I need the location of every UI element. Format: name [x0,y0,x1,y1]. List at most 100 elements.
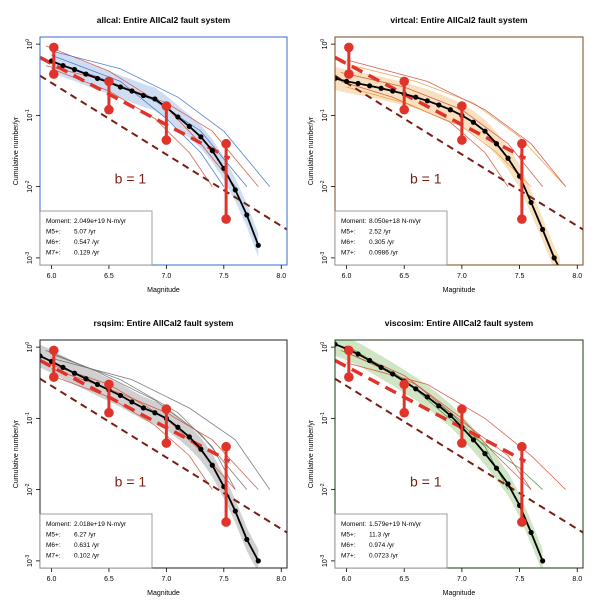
stats-value: 2.52 /yr [369,229,392,236]
mean-point [505,481,511,487]
chart-panel-1: 6.0 6.5 7.0 7.5 8.0 100 10-1 10-2 10-3 virtcal: E… [308,15,584,294]
obs-bar-low [48,69,59,79]
mean-point [71,66,78,73]
mean-point [94,75,101,82]
x-axis-label: Magnitude [443,287,476,294]
sim-curve [340,81,509,187]
mean-point [129,399,135,405]
mean-point [232,187,238,193]
sim-curve [51,357,271,490]
mean-point [60,364,66,370]
stats-value: 0.305 /yr [369,239,395,246]
stats-value: 6.27 /yr [74,532,97,539]
sim-curve [51,68,213,187]
obs-bar-low [161,135,172,145]
mean-point [198,134,204,140]
mean-point [528,199,534,206]
stats-value: 0.0723 /yr [369,553,399,560]
obs-bar-low [457,438,467,448]
y-axis-label: Cumulative number/yr [13,419,20,488]
obs-bar-high [161,404,172,414]
mean-point [447,412,453,419]
obs-bar-high [104,76,114,87]
mean-point [232,508,238,514]
x-tick-label: 8.0 [276,576,286,583]
stats-label: Moment: [341,521,366,528]
obs-bar-low [344,372,354,382]
stats-value: 0.0986 /yr [369,250,399,257]
sim-curve [346,362,566,490]
x-tick-label: 6.5 [399,273,409,280]
stats-value: 8.050e+18 N-m/yr [369,218,422,225]
obs-bar-low [104,104,114,115]
mean-point [557,266,562,271]
obs-bar-low [457,135,467,145]
x-tick-label: 8.0 [572,273,582,280]
x-tick-label: 7.5 [515,273,525,280]
obs-bar-high [344,345,354,356]
stats-value: 0.547 /yr [74,239,100,246]
mean-point [413,94,419,100]
x-tick-label: 8.0 [572,576,582,583]
obs-bar-high [48,345,59,356]
observed-fit-line [40,55,231,160]
observed-fit-line [40,358,231,463]
y-tick-label: 100 [320,39,329,50]
chart-panel-0: 6.0 6.5 7.0 7.5 8.0 100 10-1 10-2 10-3 allcal: En… [13,15,288,294]
envelope-band [335,340,543,568]
mean-point [117,392,124,399]
mean-point [482,451,488,457]
y-tick-label: 10-3 [25,252,34,264]
observed-fit-line [335,358,527,463]
obs-bar-low [48,372,59,382]
x-tick-label: 6.0 [342,273,352,280]
mean-point [551,255,557,261]
x-axis-label: Magnitude [443,590,476,597]
obs-bar-low [104,407,114,418]
mean-point [40,353,43,359]
x-tick-label: 7.0 [162,273,172,280]
mean-point [244,212,250,218]
sim-curve [51,375,213,490]
y-tick-label: 100 [25,342,34,353]
mean-point [152,410,158,416]
obs-bar-low [221,214,231,224]
y-axis-label: Cumulative number/yr [13,116,20,185]
obs-bar-low [161,438,172,448]
obs-bar-low [221,517,231,527]
sim-curve [346,59,567,187]
b1-reference-line [40,377,287,534]
plot-area [335,340,583,568]
mean-point [540,558,546,564]
mean-point [209,148,215,154]
stats-box [39,210,153,266]
b1-reference-line [335,377,583,534]
y-axis-label: Cumulative number/yr [308,116,315,185]
chart-title: virtcal: Entire AllCal2 fault system [390,15,528,25]
mean-point [335,75,338,82]
b1-reference-line [335,74,583,231]
stats-label: M5+: [341,532,356,539]
x-tick-label: 7.0 [457,273,467,280]
obs-bar-high [344,42,354,53]
mean-point [129,88,135,94]
plot-frame [334,36,584,266]
mean-point [540,226,546,233]
x-tick-label: 8.0 [276,273,286,280]
obs-bar-low [399,104,410,115]
stats-value: 5.07 /yr [74,229,97,236]
stats-label: M6+: [46,542,61,549]
mean-point [60,62,66,69]
mean-point [152,96,158,102]
obs-bar-high [517,441,527,452]
mean-point [528,529,534,536]
mean-point [83,376,89,382]
mean-point [335,341,338,347]
obs-bar-low [399,407,410,418]
mean-point [343,78,350,84]
stats-label: M7+: [341,250,356,257]
x-tick-label: 6.5 [104,273,114,280]
mean-point [355,80,361,87]
sim-curve [340,62,566,187]
mean-point [447,107,453,113]
